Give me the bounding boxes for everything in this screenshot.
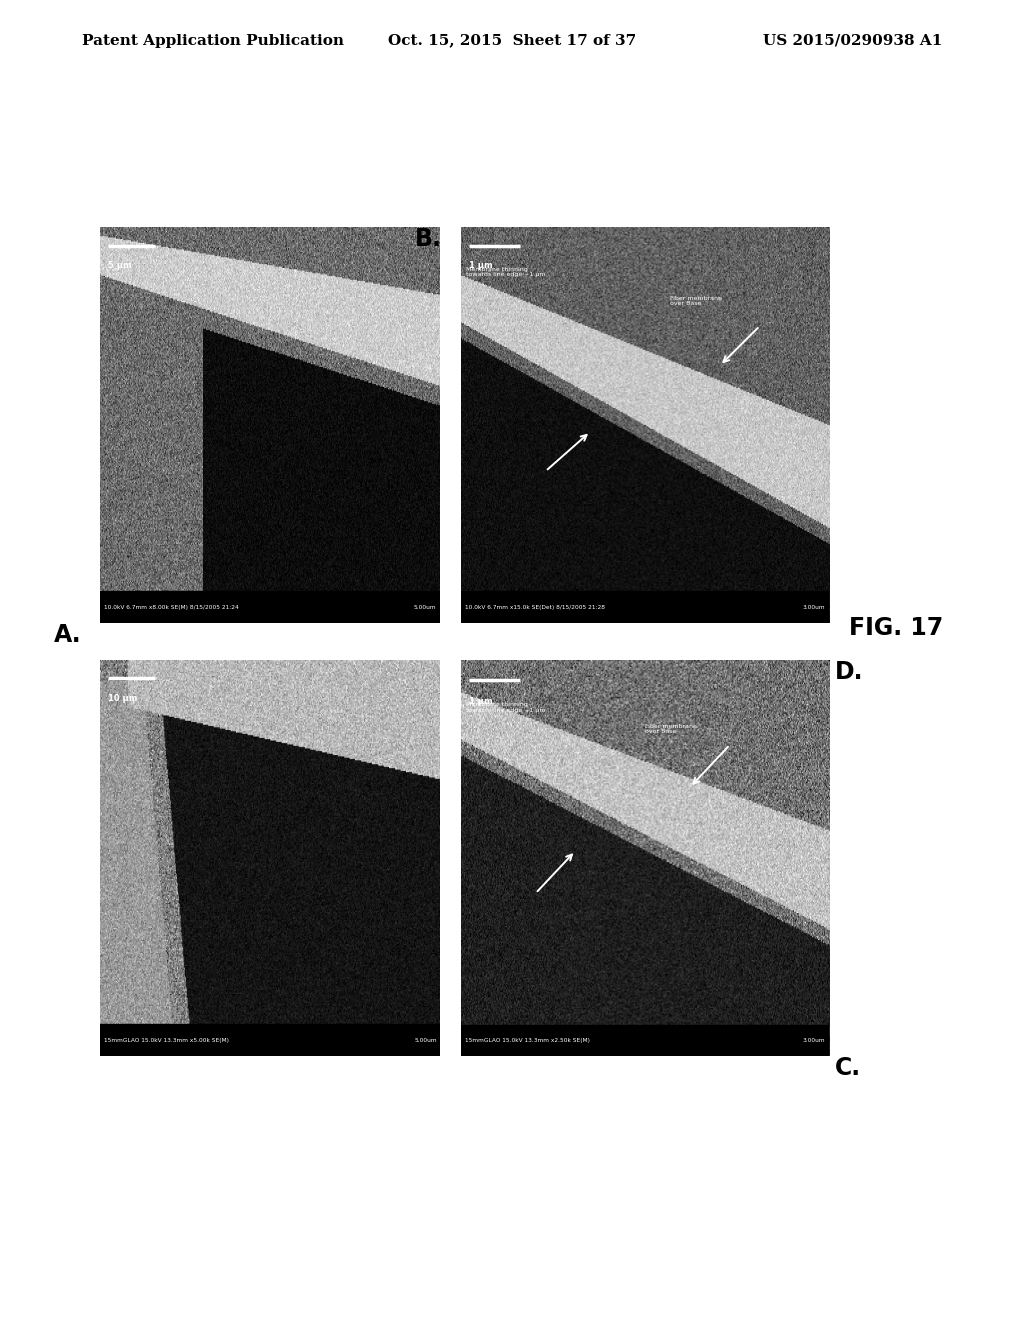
Text: US 2015/0290938 A1: US 2015/0290938 A1 [763, 33, 942, 48]
Bar [461, 1024, 829, 1056]
Text: 3.00um: 3.00um [803, 1038, 825, 1043]
Bar [100, 591, 440, 623]
Text: Membrane thinning
towards line edge ~1 μm: Membrane thinning towards line edge ~1 μ… [466, 702, 546, 713]
Text: Oct. 15, 2015  Sheet 17 of 37: Oct. 15, 2015 Sheet 17 of 37 [388, 33, 636, 48]
Text: 5.00um: 5.00um [414, 1038, 437, 1043]
Text: 10 μm: 10 μm [108, 694, 137, 704]
Text: 1 μm: 1 μm [469, 261, 493, 271]
Text: A.: A. [54, 623, 82, 647]
Text: 10.0kV 6.7mm x8.00k SE(M) 8/15/2005 21:24: 10.0kV 6.7mm x8.00k SE(M) 8/15/2005 21:2… [104, 605, 239, 610]
Text: 3.00um: 3.00um [803, 605, 825, 610]
Text: 5 μm: 5 μm [109, 261, 132, 271]
Text: 15mmGLAO 15.0kV 13.3mm x2.50k SE(M): 15mmGLAO 15.0kV 13.3mm x2.50k SE(M) [465, 1038, 590, 1043]
Text: 1 μm: 1 μm [469, 697, 493, 706]
Text: 10.0kV 6.7mm x15.0k SE(Det) 8/15/2005 21:28: 10.0kV 6.7mm x15.0k SE(Det) 8/15/2005 21… [465, 605, 605, 610]
Text: Patent Application Publication: Patent Application Publication [82, 33, 344, 48]
Text: B.: B. [415, 227, 441, 251]
Text: Membrane thinning
towards line edge ~1 μm: Membrane thinning towards line edge ~1 μ… [466, 267, 546, 277]
Text: Fiber membrane
over Base: Fiber membrane over Base [670, 296, 722, 306]
Text: FIG. 17: FIG. 17 [849, 616, 943, 640]
Bar [461, 591, 829, 623]
Bar [100, 1024, 440, 1056]
Text: 5.00um: 5.00um [414, 605, 436, 610]
Text: Fiber membrane
over Base: Fiber membrane over Base [645, 723, 697, 734]
Text: D.: D. [835, 660, 863, 684]
Text: 15mmGLAO 15.0kV 13.3mm x5.00k SE(M): 15mmGLAO 15.0kV 13.3mm x5.00k SE(M) [103, 1038, 229, 1043]
Text: C.: C. [835, 1056, 861, 1080]
